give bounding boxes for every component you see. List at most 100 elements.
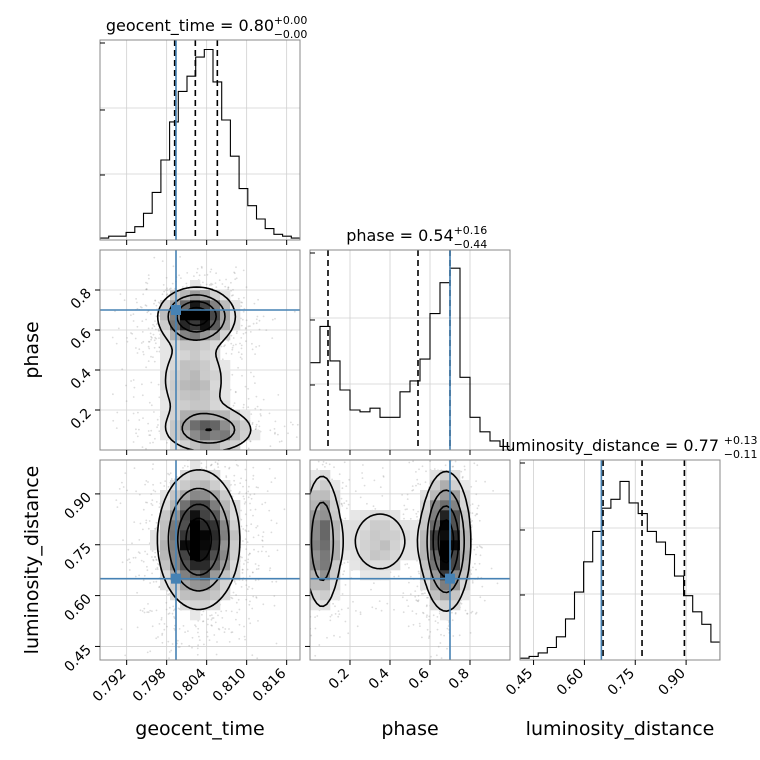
sample-point (239, 356, 242, 359)
sample-point (440, 657, 443, 659)
density-cell (210, 370, 221, 381)
sample-point (247, 447, 250, 450)
sample-point (224, 285, 227, 288)
sample-point (166, 589, 169, 592)
density-cell (190, 550, 201, 561)
density-cell (450, 540, 461, 551)
density-cell (170, 520, 181, 531)
density-cell (440, 520, 451, 531)
density-cell (180, 470, 191, 481)
sample-point (215, 272, 218, 275)
sample-point (255, 425, 257, 428)
density-cell (180, 420, 191, 431)
density-cell (310, 490, 321, 501)
xtick-label-phase: 0.6 (406, 665, 433, 692)
density-cell (230, 540, 241, 551)
sample-point (206, 631, 209, 633)
sample-point (270, 531, 273, 534)
sample-point (248, 586, 250, 588)
sample-point (469, 569, 472, 571)
density-cell (440, 590, 451, 601)
sample-point (231, 597, 234, 600)
sample-point (225, 476, 228, 479)
sample-point (257, 620, 259, 622)
sample-point (471, 520, 473, 522)
sample-point (170, 287, 172, 290)
sample-point (158, 506, 161, 509)
sample-point (241, 568, 244, 571)
sample-point (409, 517, 412, 520)
sample-point (153, 302, 155, 305)
sample-point (271, 580, 274, 583)
sample-point (240, 518, 243, 521)
sample-point (151, 514, 153, 516)
sample-point (172, 609, 175, 612)
density-cell (240, 410, 251, 421)
density-cell (340, 520, 351, 531)
sample-point (257, 298, 259, 301)
sample-point (437, 645, 440, 648)
sample-point (151, 336, 153, 339)
sample-point (347, 607, 349, 610)
sample-point (290, 421, 292, 424)
sample-point (111, 336, 114, 339)
sample-point (238, 492, 240, 495)
sample-point (255, 395, 258, 398)
density-cell (430, 500, 441, 511)
sample-point (150, 355, 152, 358)
sample-point (146, 501, 149, 504)
sample-point (247, 406, 250, 409)
sample-point (250, 371, 252, 374)
density-cell (210, 570, 221, 581)
sample-point (476, 464, 479, 467)
sample-point (128, 569, 131, 571)
density-cell (200, 410, 211, 421)
sample-point (340, 497, 343, 500)
density-cell (200, 490, 211, 501)
title-phase: phase = 0.54 (346, 226, 453, 245)
sample-point (233, 474, 236, 477)
sample-point (116, 506, 119, 508)
sample-point (295, 436, 298, 438)
density-cell (180, 530, 191, 541)
sample-point (241, 318, 244, 321)
sample-point (258, 328, 261, 331)
sample-point (150, 381, 153, 384)
sample-point (471, 580, 474, 582)
sample-point (146, 651, 149, 654)
sample-point (130, 314, 132, 317)
density-cell (180, 550, 191, 561)
sample-point (428, 635, 431, 638)
sample-point (203, 643, 205, 646)
sample-point (356, 625, 359, 628)
density-cell (170, 560, 181, 571)
sample-point (412, 489, 415, 491)
sample-point (293, 310, 296, 313)
sample-point (247, 387, 250, 390)
density-cell (420, 510, 431, 521)
histogram-phase (310, 267, 510, 450)
sample-point (326, 636, 328, 639)
sample-point (205, 283, 208, 286)
sample-point (195, 625, 197, 628)
sample-point (475, 513, 478, 516)
sample-point (291, 423, 294, 426)
sample-point (171, 282, 174, 285)
sample-point (142, 417, 144, 419)
density-cell (370, 570, 381, 581)
sample-point (238, 491, 241, 493)
sample-point (341, 481, 344, 484)
sample-point (243, 635, 246, 638)
sample-point (362, 464, 364, 466)
sample-point (262, 603, 265, 606)
sample-point (278, 440, 281, 443)
density-cell (370, 530, 381, 541)
sample-point (151, 572, 154, 575)
density-cell (320, 590, 331, 601)
sample-point (249, 493, 252, 496)
ytick-label-luminosity_distance: 0.60 (61, 591, 94, 624)
sample-point (246, 541, 249, 543)
sample-point (426, 614, 428, 617)
density-cell (210, 500, 221, 511)
sample-point (123, 299, 126, 302)
